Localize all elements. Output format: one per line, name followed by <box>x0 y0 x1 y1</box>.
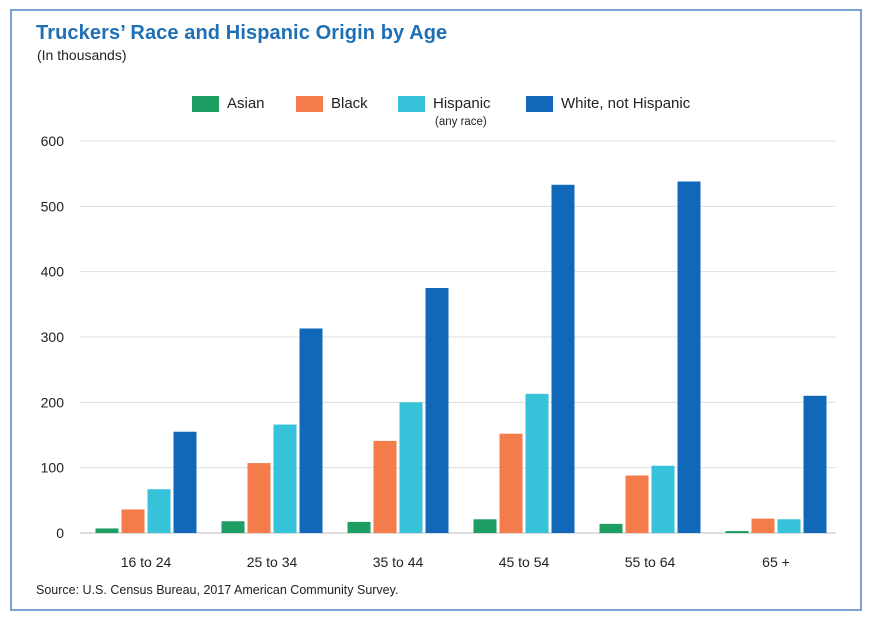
legend-swatch-asian <box>192 96 219 112</box>
x-tick-label: 65 + <box>762 554 790 570</box>
y-tick-label: 500 <box>41 198 65 214</box>
legend-label-hispanic: Hispanic <box>433 95 491 112</box>
y-tick-label: 0 <box>56 525 64 541</box>
legend-label-asian: Asian <box>227 95 265 112</box>
bar-white <box>173 431 197 533</box>
y-tick-label: 300 <box>41 329 65 345</box>
chart-title: Truckers’ Race and Hispanic Origin by Ag… <box>36 22 448 44</box>
legend-sublabel-hispanic: (any race) <box>435 116 487 128</box>
legend-label-black: Black <box>331 95 368 112</box>
x-tick-label: 16 to 24 <box>121 554 172 570</box>
bar-hispanic <box>273 424 297 533</box>
y-tick-label: 600 <box>41 133 65 149</box>
legend-item-black: Black <box>296 95 368 115</box>
bar-asian <box>599 523 623 533</box>
bar-hispanic <box>399 402 423 533</box>
x-tick-label: 55 to 64 <box>625 554 676 570</box>
bar-asian <box>221 521 245 533</box>
bar-asian <box>95 528 119 533</box>
bar-white <box>425 288 449 533</box>
bar-black <box>373 440 397 533</box>
bar-white <box>803 395 827 533</box>
bar-hispanic <box>525 393 549 533</box>
bar-white <box>551 184 575 534</box>
x-tick-label: 25 to 34 <box>247 554 298 570</box>
bar-asian <box>473 519 497 533</box>
x-tick-label: 35 to 44 <box>373 554 424 570</box>
legend-swatch-hispanic <box>398 96 425 112</box>
legend-item-hispanic: Hispanic (any race) <box>398 95 491 128</box>
bar-white <box>299 328 323 533</box>
bar-black <box>247 463 271 533</box>
chart-subtitle: (In thousands) <box>37 47 127 63</box>
legend-swatch-black <box>296 96 323 112</box>
bar-black <box>751 518 775 533</box>
bar-hispanic <box>651 465 675 533</box>
x-tick-label: 45 to 54 <box>499 554 550 570</box>
bar-black <box>121 509 145 533</box>
bar-white <box>677 181 701 534</box>
y-tick-label: 400 <box>41 264 65 280</box>
y-tick-label: 200 <box>41 394 65 410</box>
legend-item-asian: Asian <box>192 95 265 115</box>
legend-swatch-white <box>526 96 553 112</box>
legend-item-white: White, not Hispanic <box>526 95 690 115</box>
bar-black <box>625 475 649 533</box>
source-note: Source: U.S. Census Bureau, 2017 America… <box>36 583 399 597</box>
bar-hispanic <box>147 489 171 533</box>
bar-black <box>499 433 523 533</box>
bar-asian <box>725 531 749 533</box>
y-tick-label: 100 <box>41 460 65 476</box>
bar-hispanic <box>777 519 801 533</box>
legend-label-white: White, not Hispanic <box>561 95 691 112</box>
bar-asian <box>347 521 371 533</box>
